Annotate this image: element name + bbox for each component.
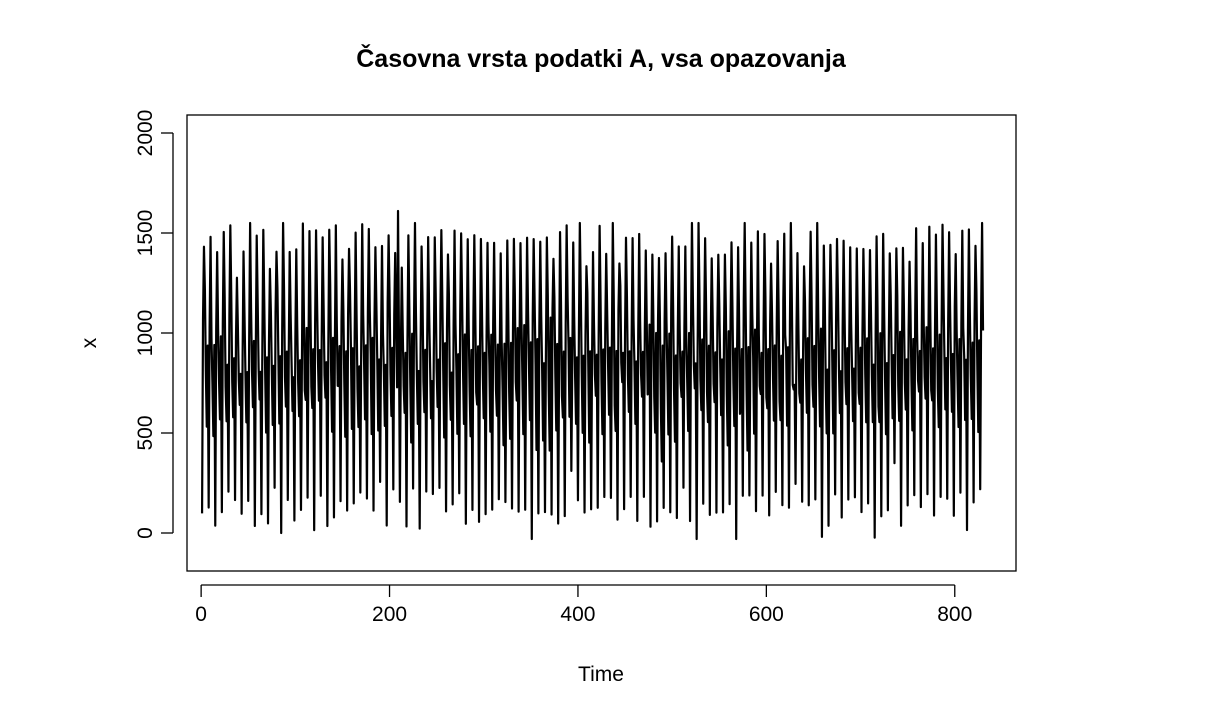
x-axis-label: Time <box>578 663 624 686</box>
plot-frame <box>186 114 1017 572</box>
x-tick-label: 0 <box>195 603 207 626</box>
series-line <box>200 209 985 541</box>
x-tick-label: 600 <box>749 603 784 626</box>
x-tick-label: 800 <box>937 603 972 626</box>
x-axis: 0 200 400 600 800 <box>195 584 972 626</box>
y-axis-label: x <box>78 337 101 348</box>
x-tick-label: 400 <box>560 603 595 626</box>
x-tick-label: 200 <box>372 603 407 626</box>
y-tick-label: 1500 <box>134 210 157 257</box>
y-tick-label: 1000 <box>134 310 157 357</box>
y-axis: 0 500 1000 1500 2000 <box>134 110 174 539</box>
y-tick-label: 0 <box>134 527 157 539</box>
y-tick-label: 2000 <box>134 110 157 157</box>
chart-title: Časovna vrsta podatki A, vsa opazovanja <box>356 43 847 73</box>
y-tick-label: 500 <box>134 415 157 450</box>
